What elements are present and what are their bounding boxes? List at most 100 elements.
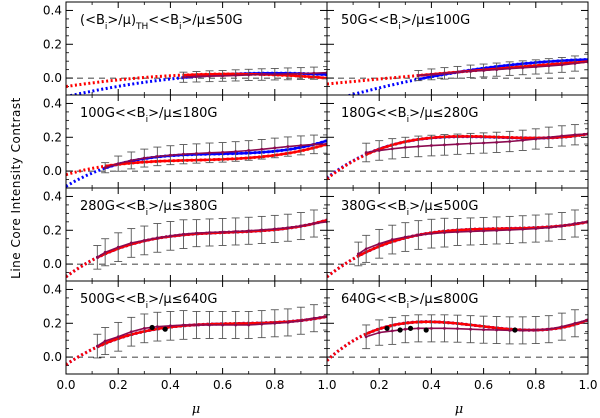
panel-7-xtick-label-2: 0.4 <box>422 378 441 392</box>
panel-2-data-line <box>104 143 327 169</box>
panel-3-data-point <box>416 145 420 148</box>
panel-2-data-point <box>221 150 225 154</box>
panel-6-xtick-label-5: 1.0 <box>317 378 336 392</box>
panel-1-data-point <box>430 72 433 76</box>
panel-3-data-point <box>534 137 538 141</box>
panel-7-xtick-label-5: 1.0 <box>578 378 597 392</box>
panel-7-data-point <box>443 326 446 330</box>
panel-1-data-point <box>547 64 551 68</box>
panel-7-title: 640G<<Bi>/μ≤800G <box>341 292 478 311</box>
panel-6-xtick-label-3: 0.6 <box>213 378 232 392</box>
panel-7-data-point <box>560 325 564 329</box>
panel-5-plot-area <box>327 207 588 278</box>
panel-7-xtick-label-4: 0.8 <box>526 378 545 392</box>
panel-5-data-point <box>403 235 407 239</box>
panel-1-title: 50G<<Bi>/μ≤100G <box>341 13 470 32</box>
panel-5-data-point <box>456 230 459 234</box>
panels: 0.0 0.2 0.4 (<Bi>/μ)TH<<Bi>/μ≤50G 50G<<Bi>/μ… <box>43 1 598 392</box>
panel-3-data-line <box>365 133 588 154</box>
panel-6-data-point <box>234 323 238 327</box>
panel-3-data-point <box>508 140 512 143</box>
panel-4-data-point <box>195 231 198 235</box>
panel-4-data-point <box>247 229 251 233</box>
panel-6-title: 500G<<Bi>/μ≤640G <box>80 292 217 311</box>
panel-6-data-point <box>142 326 146 330</box>
panel-6-xtick-label-0: 0.0 <box>56 378 75 392</box>
panel-3-data-point <box>456 142 459 146</box>
panel-3-data-point <box>469 142 472 145</box>
panel-4-data-point <box>129 241 133 245</box>
panel-7-data-point <box>403 327 407 331</box>
panel-7-data-point <box>547 327 551 331</box>
panel-2-ytick-label-1: 0.2 <box>43 130 62 144</box>
panel-2-data-point <box>195 152 198 155</box>
panel-7-data-point <box>482 328 485 332</box>
panel-2-title: 100G<<Bi>/μ≤180G <box>80 106 217 125</box>
panel-1-data-point <box>482 69 485 72</box>
panel-6: 0.0 0.2 0.4 0.0 0.2 0.4 0.6 0.8 1.0 500G<<Bi>/μ≤6… <box>43 280 337 392</box>
panel-0-title: (<Bi>/μ)TH<<Bi>/μ≤50G <box>80 13 243 32</box>
panel-7-data-point <box>416 326 420 330</box>
panel-6-black-point <box>149 324 155 331</box>
panel-7-data-point <box>377 331 381 334</box>
panel-2-data-point <box>312 142 316 146</box>
panel-7-xtick-label-3: 0.6 <box>474 378 493 392</box>
panel-2-data-point <box>142 156 146 160</box>
panel-4-data-point <box>260 228 264 232</box>
panel-5-data-point <box>547 226 551 229</box>
panel-0-data-point <box>221 74 225 78</box>
panel-3-data-point <box>521 138 525 142</box>
panel-2-data-point <box>182 152 185 156</box>
panel-0-data-point <box>208 74 211 78</box>
panel-5-data-point <box>416 233 420 237</box>
panel-7-data-point <box>534 328 538 332</box>
panel-5-data-point <box>443 231 446 235</box>
panel-0-data-point <box>195 75 198 79</box>
panel-4-ytick-label-1: 0.2 <box>43 223 62 237</box>
panel-6-xtick-label-4: 0.8 <box>265 378 284 392</box>
panel-5-data-line <box>357 221 588 255</box>
panel-5-data-point <box>469 230 472 233</box>
x-axis-label-right: μ <box>455 402 463 417</box>
panel-5-data-point <box>534 227 538 230</box>
panel-4-data-line <box>96 221 327 258</box>
panel-7-black-point <box>407 325 414 331</box>
panel-5-data-point <box>495 229 499 232</box>
panel-0: 0.0 0.2 0.4 (<Bi>/μ)TH<<Bi>/μ≤50G <box>43 1 328 96</box>
panel-2: 0.0 0.2 0.4 100G<<Bi>/μ≤180G <box>43 94 328 189</box>
panel-4-data-point <box>142 239 146 242</box>
panel-6-xtick-label-2: 0.4 <box>161 378 180 392</box>
panel-0-data-point <box>247 73 251 77</box>
panel-1-data-point <box>416 74 420 77</box>
panel-0-data-point <box>273 72 277 76</box>
panel-2-ytick-label-0: 0.0 <box>43 164 62 178</box>
panel-5-title: 380G<<Bi>/μ≤500G <box>341 199 478 218</box>
panel-6-data-point <box>103 339 107 343</box>
panel-0-data-point <box>299 72 303 75</box>
panel-4-data-point <box>221 230 225 234</box>
panel-5-data-point <box>508 228 512 232</box>
panel-2-data-point <box>260 147 264 151</box>
panel-3-data-point <box>495 140 499 144</box>
panel-3-data-point <box>430 144 433 147</box>
panel-5-data-point <box>377 242 381 246</box>
panel-3-data-point <box>377 149 381 152</box>
panel-0-data-point <box>182 75 185 79</box>
panel-6-data-point <box>129 330 133 334</box>
panel-7-data-point <box>508 328 512 332</box>
panel-6-ytick-label-1: 0.2 <box>43 316 62 330</box>
panel-3-plot-area <box>327 123 588 180</box>
panel-6-data-point <box>273 321 277 325</box>
panel-6-ytick-label-2: 0.4 <box>43 282 62 296</box>
panel-1-plot-area <box>327 53 588 95</box>
panel-4-data-point <box>208 231 211 234</box>
panel-2-data-point <box>208 151 211 155</box>
panel-7-black-point <box>384 325 390 331</box>
panel-0-data-point <box>312 71 316 75</box>
panel-4-plot-area <box>66 207 327 279</box>
panel-0-data-point <box>286 72 290 76</box>
panel-4-data-point <box>312 222 316 225</box>
panel-7-frame <box>326 280 589 375</box>
panel-0-ytick-label-0: 0.0 <box>43 71 62 85</box>
